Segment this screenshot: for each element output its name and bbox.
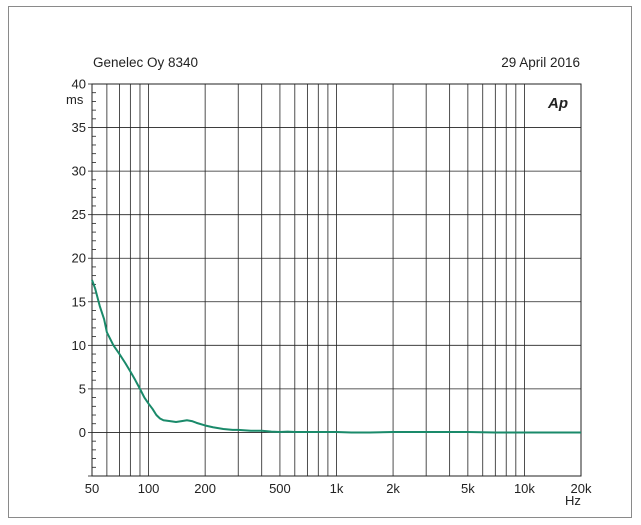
y-tick-label: 25 bbox=[72, 207, 86, 222]
x-tick-label: 2k bbox=[386, 481, 400, 496]
x-tick-label: 5k bbox=[461, 481, 475, 496]
y-tick-label: 30 bbox=[72, 164, 86, 179]
series-line bbox=[91, 279, 581, 434]
x-tick-label: 10k bbox=[514, 481, 535, 496]
x-tick-label: 1k bbox=[330, 481, 344, 496]
x-axis-unit-label: Hz bbox=[565, 493, 581, 508]
y-tick-label: 15 bbox=[72, 294, 86, 309]
y-axis-unit-label: ms bbox=[66, 92, 84, 107]
y-tick-label: 5 bbox=[79, 381, 86, 396]
header-left-text: Genelec Oy 8340 bbox=[93, 55, 198, 70]
plot-series bbox=[91, 279, 581, 434]
y-tick-label: 35 bbox=[72, 120, 86, 135]
x-tick-label: 50 bbox=[85, 481, 99, 496]
header-right-text: 29 April 2016 bbox=[501, 55, 580, 70]
tick-labels: 0 5 10 15 20 25 30 35 40 50 100 200 500 1k 2k 5k 10k 20k bbox=[72, 77, 592, 497]
x-tick-label: 100 bbox=[138, 481, 160, 496]
grid-lines bbox=[88, 83, 582, 477]
y-tick-label: 40 bbox=[72, 77, 86, 92]
y-tick-label: 0 bbox=[79, 425, 86, 440]
x-tick-label: 200 bbox=[194, 481, 216, 496]
x-tick-label: 20k bbox=[571, 481, 592, 496]
y-tick-label: 10 bbox=[72, 338, 86, 353]
ap-logo: Ap bbox=[547, 95, 568, 112]
x-tick-label: 500 bbox=[269, 481, 291, 496]
y-tick-label: 20 bbox=[72, 251, 86, 266]
